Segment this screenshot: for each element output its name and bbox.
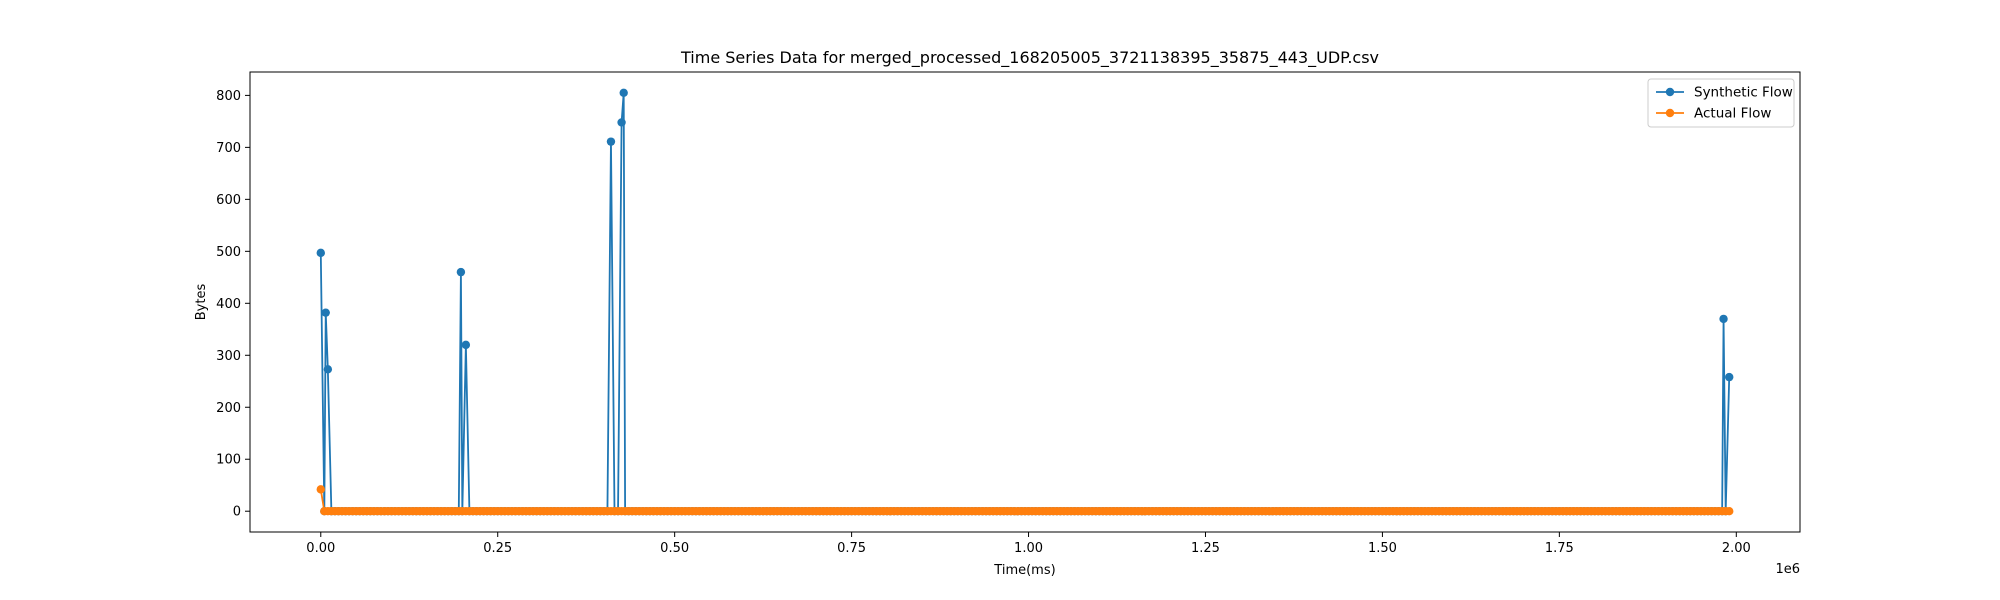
x-axis-label: Time(ms): [993, 563, 1055, 578]
x-tick-label: 1.00: [1014, 541, 1043, 556]
y-tick-label: 600: [216, 193, 241, 208]
y-tick-label: 700: [216, 141, 241, 156]
actual-flow-legend-marker: [1665, 108, 1675, 118]
x-tick-label: 1.50: [1368, 541, 1397, 556]
actual-flow-point: [316, 485, 325, 494]
x-tick-label: 2.00: [1722, 541, 1751, 556]
synthetic-flow-point: [461, 340, 471, 350]
x-tick-label: 1.75: [1545, 541, 1574, 556]
synthetic-flow-point: [316, 248, 325, 258]
legend-box: [1647, 78, 1795, 128]
synthetic-flow-point: [617, 118, 626, 127]
x-tick-label: 0.50: [660, 541, 689, 556]
y-tick-label: 400: [216, 297, 241, 312]
synthetic-flow-legend-marker: [1665, 87, 1675, 97]
y-tick-label: 0: [233, 505, 241, 520]
plot-area: [249, 71, 1801, 533]
plot-frame: [249, 71, 1801, 533]
y-tick-label: 500: [216, 245, 241, 260]
x-tick-label: 1.25: [1191, 541, 1220, 556]
actual-flow-series: [316, 485, 1734, 516]
synthetic-flow-point: [606, 137, 616, 146]
synthetic-flow-point: [456, 267, 466, 277]
chart-title: Time Series Data for merged_processed_16…: [680, 48, 1379, 68]
actual-flow-legend-label: Actual Flow: [1694, 106, 1771, 122]
synthetic-flow-point: [321, 308, 330, 317]
x-axis-offset-label: 1e6: [1775, 562, 1800, 577]
y-axis-label: Bytes: [194, 284, 209, 321]
legend: Synthetic Flow Actual Flow: [1647, 78, 1795, 128]
y-tick-label: 800: [216, 89, 241, 104]
y-axis: 0 100 200 300 400 500 600 700 800: [216, 89, 250, 520]
series-layer: [316, 88, 1734, 516]
actual-flow-point: [1725, 507, 1734, 516]
x-axis: 0.00 0.25 0.50 0.75 1.00 1.25 1.50 1.75 2.00: [306, 532, 1751, 556]
y-tick-label: 300: [216, 349, 241, 364]
synthetic-flow-point: [323, 365, 333, 374]
x-tick-label: 0.00: [306, 541, 335, 556]
x-tick-label: 0.75: [837, 541, 866, 556]
synthetic-flow-point: [619, 88, 628, 97]
synthetic-flow-point: [1725, 372, 1734, 382]
synthetic-flow-legend-label: Synthetic Flow: [1694, 85, 1793, 101]
x-tick-label: 0.25: [483, 541, 512, 556]
synthetic-flow-point: [1719, 314, 1728, 324]
y-tick-label: 200: [216, 401, 241, 416]
y-tick-label: 100: [216, 453, 241, 468]
